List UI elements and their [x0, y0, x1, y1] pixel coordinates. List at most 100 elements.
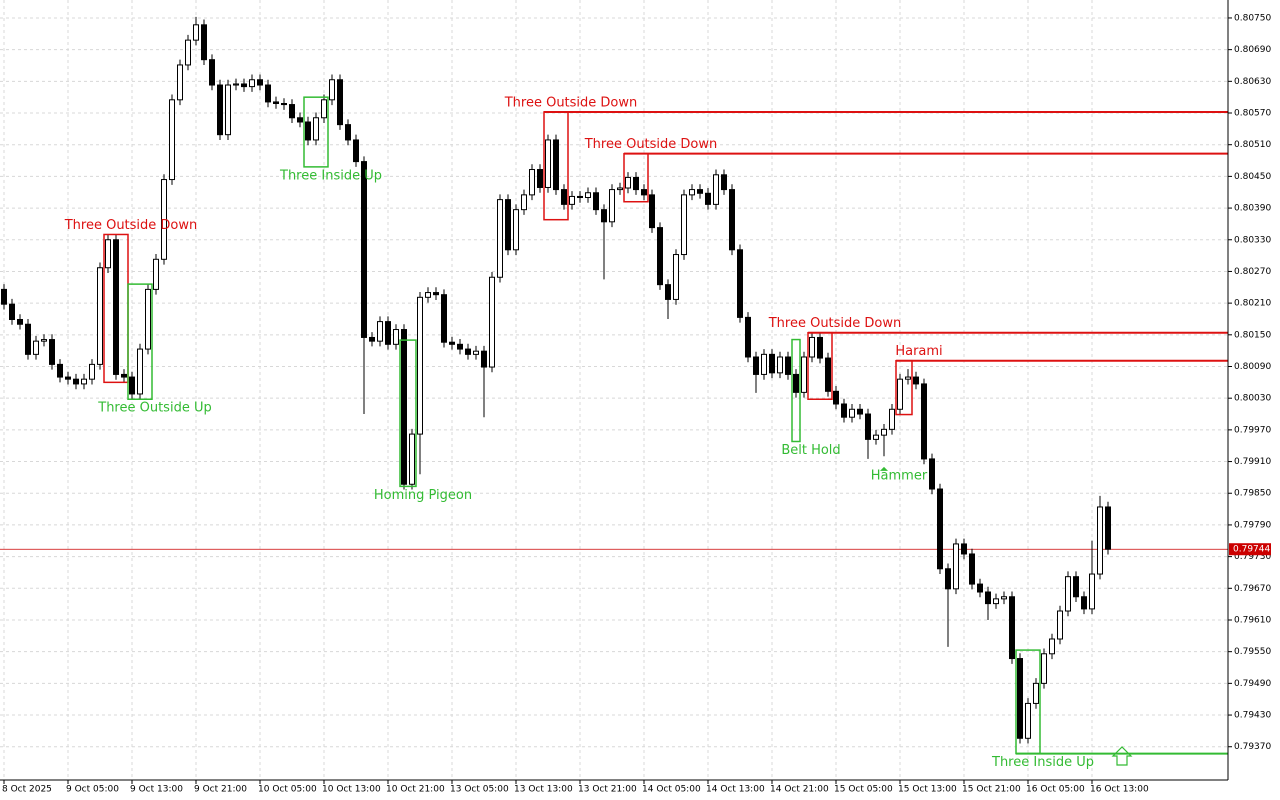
candle-body	[489, 276, 495, 368]
pattern-label: Three Outside Down	[64, 218, 198, 233]
candle-body	[617, 187, 623, 191]
candle-body	[513, 209, 519, 251]
candle-body	[953, 543, 959, 590]
pattern-label: Three Outside Down	[768, 316, 902, 331]
pattern-label: Three Inside Up	[279, 168, 382, 183]
candle-body	[17, 318, 23, 325]
candle-body	[201, 24, 207, 61]
candle-body	[841, 403, 847, 418]
candle-body	[73, 378, 79, 385]
candle-body	[457, 343, 463, 350]
candle-body	[169, 99, 175, 181]
x-tick-label: 13 Oct 13:00	[514, 785, 573, 795]
current-price-tag	[1229, 543, 1271, 556]
x-tick-label: 15 Oct 05:00	[834, 785, 893, 795]
candle-body	[809, 336, 815, 358]
candle-body	[521, 194, 527, 211]
candle-body	[1033, 682, 1039, 704]
x-tick-label: 9 Oct 21:00	[194, 785, 247, 795]
candle-body	[897, 378, 903, 410]
candle-body	[825, 357, 831, 392]
candle-body	[721, 174, 727, 191]
candle-body	[97, 267, 103, 365]
candle-body	[1065, 576, 1071, 612]
candle-body	[649, 194, 655, 229]
pattern-box	[399, 339, 417, 488]
y-tick-label: 0.80210	[1234, 299, 1271, 309]
x-tick-label: 14 Oct 13:00	[706, 785, 765, 795]
candle-body	[961, 543, 967, 555]
candle-body	[729, 189, 735, 251]
current-price-label: 0.79744	[1233, 545, 1270, 555]
candle-body	[553, 139, 559, 191]
y-tick-label: 0.79910	[1234, 457, 1271, 467]
candle-body	[49, 339, 55, 365]
y-tick-label: 0.79850	[1234, 489, 1271, 499]
y-tick-label: 0.80510	[1234, 140, 1271, 150]
candle-body	[505, 199, 511, 251]
candle-body	[545, 139, 551, 188]
candle-body	[817, 336, 823, 359]
candle-body	[393, 329, 399, 345]
candle-body	[417, 296, 423, 435]
candle-body	[57, 363, 63, 378]
candle-body	[481, 350, 487, 368]
candle-body	[329, 79, 335, 101]
x-tick-label: 10 Oct 05:00	[258, 785, 317, 795]
candle-body	[985, 591, 991, 605]
y-tick-label: 0.80030	[1234, 394, 1271, 404]
candle-body	[193, 24, 199, 41]
candle-body	[161, 179, 167, 260]
candle-body	[929, 458, 935, 490]
candle-body	[697, 189, 703, 194]
candle-body	[265, 84, 271, 103]
candle-body	[1073, 576, 1079, 598]
pattern-label: Three Inside Up	[991, 755, 1094, 770]
y-tick-label: 0.80570	[1234, 109, 1271, 119]
candle-body	[793, 373, 799, 393]
candle-body	[441, 294, 447, 343]
marks: Three Outside Down Three Outside Up Three …	[0, 16, 1228, 770]
candle-body	[249, 79, 255, 88]
candle-body	[977, 583, 983, 593]
candle-body	[145, 288, 151, 350]
candle-body	[81, 378, 87, 385]
y-tick-label: 0.80150	[1234, 330, 1271, 340]
x-tick-label: 9 Oct 13:00	[130, 785, 183, 795]
candle-body	[9, 303, 15, 320]
candle-body	[569, 195, 575, 205]
candle-body	[889, 408, 895, 430]
y-tick-label: 0.80750	[1234, 13, 1271, 23]
candle-body	[1, 288, 7, 305]
pattern-label: Three Outside Down	[584, 137, 718, 152]
candle-body	[225, 84, 231, 136]
candle-body	[737, 249, 743, 318]
x-tick-label: 13 Oct 21:00	[578, 785, 637, 795]
candle-body	[25, 323, 31, 355]
candle-body	[321, 99, 327, 119]
candle-body	[33, 340, 39, 355]
candle-body	[305, 121, 311, 141]
candle-body	[313, 117, 319, 141]
y-tick-label: 0.79670	[1234, 584, 1271, 594]
pattern-label: Harami	[895, 344, 942, 359]
x-tick-label: 10 Oct 21:00	[386, 785, 445, 795]
candle-body	[121, 373, 127, 378]
candle-body	[1057, 610, 1063, 640]
x-tick-label: 10 Oct 13:00	[322, 785, 381, 795]
candle-body	[273, 101, 279, 105]
x-tick-label: 14 Oct 05:00	[642, 785, 701, 795]
candle-body	[705, 192, 711, 205]
candle-body	[1009, 596, 1015, 660]
y-tick-label: 0.79790	[1234, 520, 1271, 530]
candle-body	[561, 189, 567, 205]
candle-body	[105, 239, 111, 269]
y-tick-label: 0.79970	[1234, 425, 1271, 435]
candle-body	[369, 336, 375, 342]
candle-body	[593, 192, 599, 211]
candle-body	[361, 161, 367, 338]
candle-body	[289, 104, 295, 119]
candle-body	[1049, 638, 1055, 655]
candle-body	[865, 413, 871, 440]
